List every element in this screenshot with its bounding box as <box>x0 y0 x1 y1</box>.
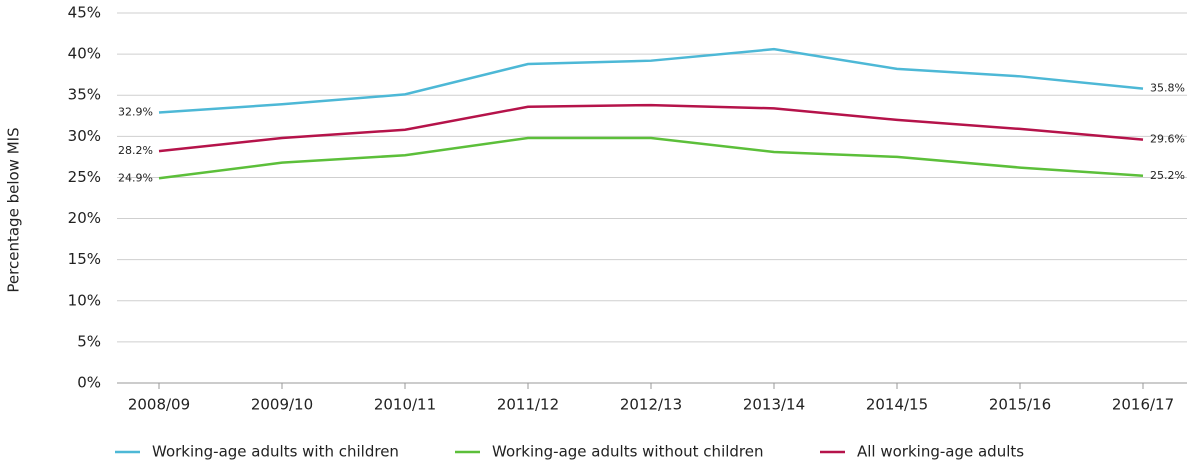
value-label: 25.2% <box>1150 169 1185 182</box>
y-tick-label: 30% <box>68 127 101 145</box>
y-tick-label: 25% <box>68 168 101 186</box>
series-line <box>158 103 1144 153</box>
y-tick-label: 15% <box>68 250 101 268</box>
legend-label: All working-age adults <box>857 443 1024 461</box>
y-tick-label: 5% <box>77 332 101 350</box>
series-line <box>158 136 1144 180</box>
legend-label: Working-age adults with children <box>152 443 399 461</box>
y-tick-label: 20% <box>68 209 101 227</box>
y-tick-label: 35% <box>68 86 101 104</box>
y-tick-label: 0% <box>77 374 101 392</box>
x-tick-label: 2012/13 <box>620 396 682 414</box>
legend-label: Working-age adults without children <box>492 443 764 461</box>
y-tick-label: 10% <box>68 291 101 309</box>
x-tick-label: 2014/15 <box>866 396 928 414</box>
x-tick-label: 2009/10 <box>251 396 313 414</box>
value-label: 35.8% <box>1150 82 1185 95</box>
y-tick-label: 40% <box>68 45 101 63</box>
x-tick-label: 2015/16 <box>989 396 1051 414</box>
y-axis-title: Percentage below MIS <box>5 127 23 292</box>
value-label: 28.2% <box>118 144 153 157</box>
x-tick-label: 2011/12 <box>497 396 559 414</box>
series-line <box>158 47 1144 114</box>
x-tick-label: 2013/14 <box>743 396 805 414</box>
x-tick-label: 2008/09 <box>128 396 190 414</box>
value-label: 32.9% <box>118 105 153 118</box>
y-tick-label: 45% <box>68 4 101 22</box>
x-tick-label: 2016/17 <box>1112 396 1174 414</box>
value-label: 29.6% <box>1150 133 1185 146</box>
x-tick-label: 2010/11 <box>374 396 436 414</box>
value-label: 24.9% <box>118 171 153 184</box>
